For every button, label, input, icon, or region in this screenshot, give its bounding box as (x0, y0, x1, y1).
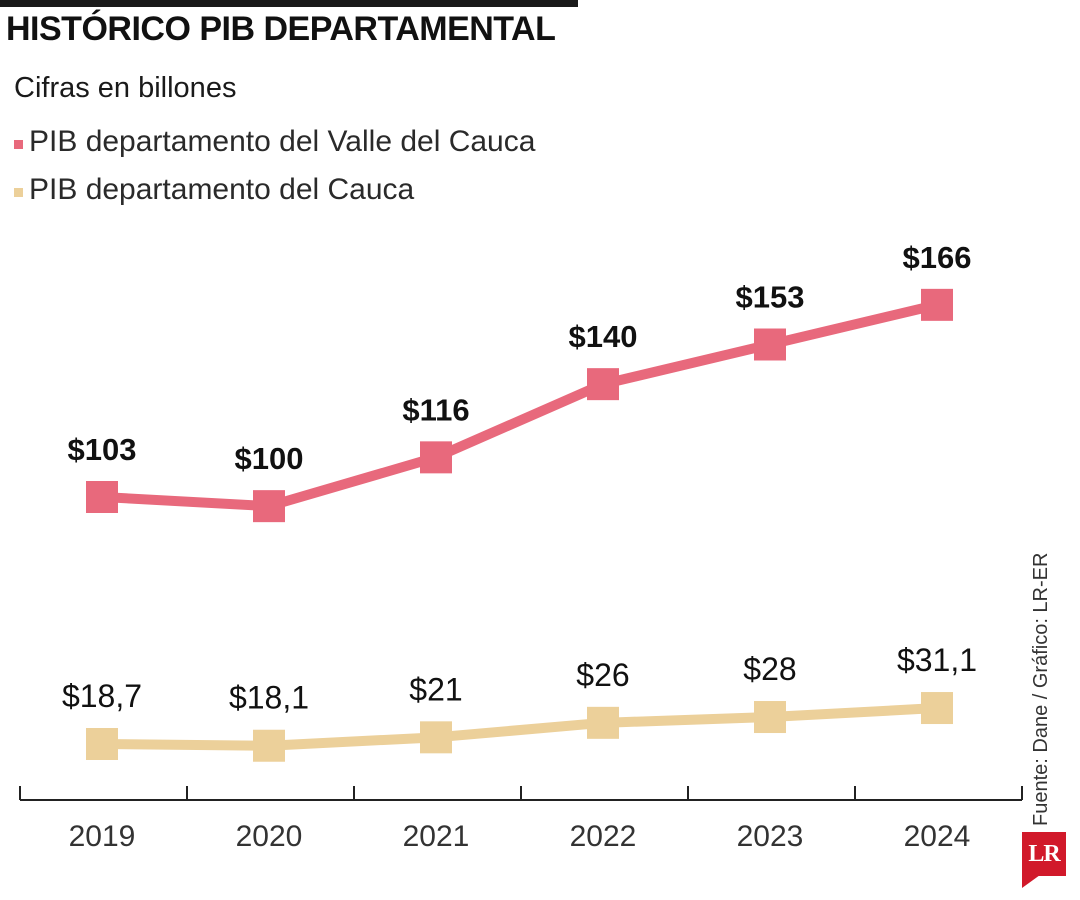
data-label-cauca: $18,7 (62, 678, 142, 714)
x-tick-label-2021: 2021 (403, 820, 470, 853)
data-point-valle (253, 490, 285, 523)
data-label-cauca: $18,1 (229, 680, 309, 716)
data-point-cauca (253, 729, 285, 762)
data-label-valle: $100 (235, 441, 304, 476)
data-point-cauca (754, 701, 786, 734)
legend-label-valle: PIB departamento del Valle del Cauca (29, 125, 536, 158)
x-tick-label-2019: 2019 (69, 820, 136, 853)
data-point-cauca (86, 728, 118, 760)
data-label-cauca: $21 (409, 671, 462, 707)
data-label-valle: $103 (68, 432, 137, 467)
series-line-valle (101, 299, 939, 512)
x-tick-label-2023: 2023 (737, 820, 804, 853)
data-label-valle: $116 (402, 392, 469, 427)
chart-title: HISTÓRICO PIB DEPARTAMENTAL (6, 10, 556, 48)
chart-subtitle: Cifras en billones (14, 72, 237, 104)
legend-swatch-cauca (14, 187, 23, 197)
data-point-cauca (587, 706, 619, 739)
data-label-cauca: $26 (576, 657, 629, 693)
data-point-valle (420, 441, 452, 474)
x-tick-label-2024: 2024 (904, 820, 971, 853)
data-point-valle (754, 328, 786, 361)
data-label-valle: $166 (903, 240, 972, 275)
data-point-cauca (921, 692, 953, 725)
data-label-cauca: $31,1 (897, 642, 977, 678)
series-line-cauca (101, 703, 938, 751)
legend: PIB departamento del Valle del Cauca PIB… (14, 118, 535, 214)
data-label-valle: $153 (736, 280, 805, 315)
title-rule (0, 0, 578, 7)
legend-item-cauca: PIB departamento del Cauca (14, 166, 535, 214)
legend-item-valle: PIB departamento del Valle del Cauca (14, 118, 535, 166)
x-tick-label-2022: 2022 (570, 820, 637, 853)
lr-logo-tail (1022, 875, 1040, 888)
data-point-valle (587, 368, 619, 401)
source-credit: Fuente: Dane / Gráfico: LR-ER (1030, 552, 1052, 826)
data-label-valle: $140 (569, 319, 638, 354)
legend-label-cauca: PIB departamento del Cauca (29, 173, 415, 206)
data-point-valle (86, 481, 118, 513)
lr-logo-text: LR (1028, 841, 1060, 867)
x-tick-label-2020: 2020 (236, 820, 303, 853)
data-point-cauca (420, 721, 452, 754)
data-point-valle (921, 288, 953, 321)
data-label-cauca: $28 (743, 651, 796, 687)
legend-swatch-valle (14, 139, 23, 149)
lr-logo: LR (1022, 832, 1066, 876)
